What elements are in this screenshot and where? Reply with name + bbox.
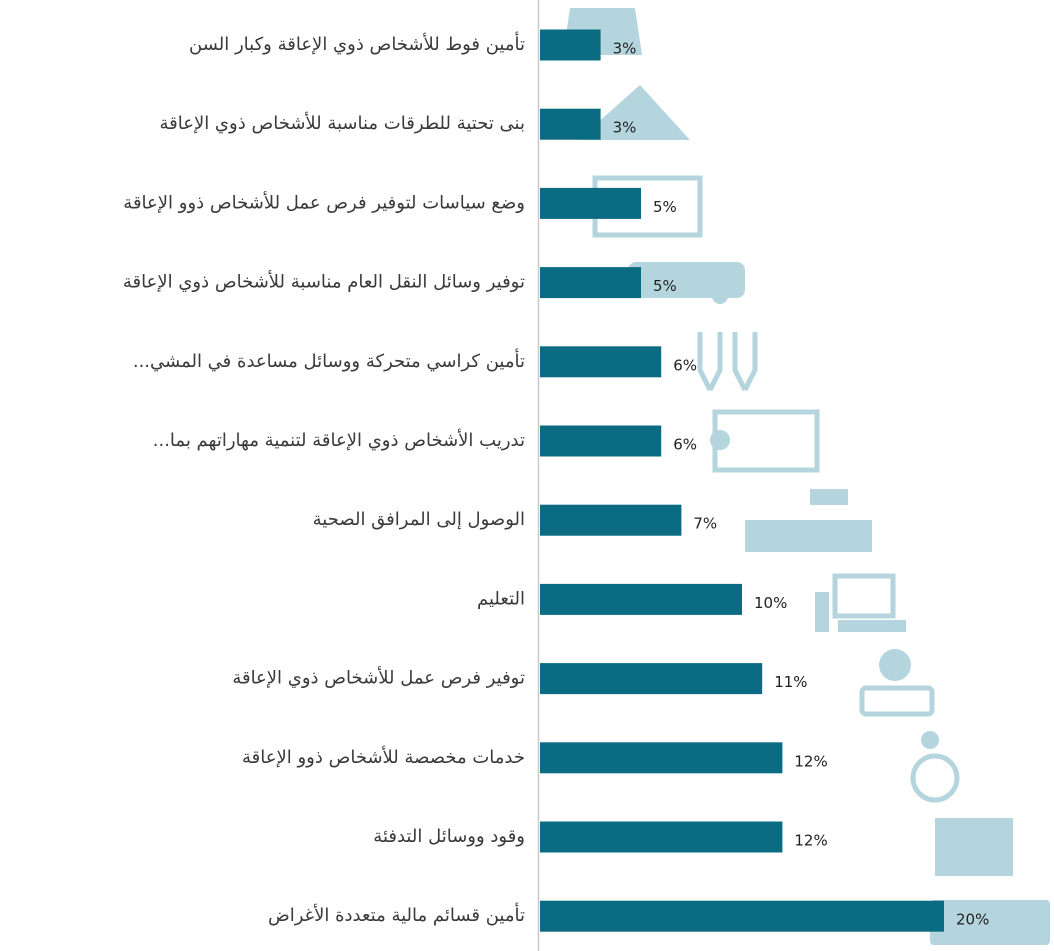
- icon: [710, 430, 730, 450]
- icon: [712, 409, 820, 473]
- category-label: تدريب الأشخاص ذوي الإعاقة لتنمية مهاراته…: [153, 429, 525, 451]
- bar: [540, 900, 944, 932]
- bar: [540, 346, 662, 378]
- category-label: التعليم: [477, 588, 525, 609]
- value-label: 3%: [613, 119, 637, 137]
- icon: [815, 592, 829, 632]
- icon: [921, 731, 939, 749]
- category-label: وقود ووسائل التدفئة: [373, 826, 525, 847]
- value-label: 11%: [774, 673, 807, 691]
- category-label: خدمات مخصصة للأشخاص ذوو الإعاقة: [242, 746, 525, 768]
- icon: [859, 685, 935, 717]
- category-label: تأمين قسائم مالية متعددة الأغراض: [268, 902, 525, 926]
- category-label: تأمين كراسي متحركة ووسائل مساعدة في المش…: [133, 348, 525, 372]
- category-label: وضع سياسات لتوفير فرص عمل للأشخاص ذوو ال…: [123, 191, 525, 213]
- icon: [832, 573, 896, 619]
- icon: [628, 262, 745, 298]
- bar: [540, 29, 601, 61]
- bar: [540, 187, 641, 219]
- category-label: توفير فرص عمل للأشخاص ذوي الإعاقة: [232, 667, 525, 689]
- icon: [879, 649, 911, 681]
- bar: [540, 504, 682, 536]
- icons: [563, 8, 1050, 945]
- category-label: الوصول إلى المرافق الصحية: [313, 509, 525, 530]
- bar: [540, 742, 783, 774]
- icon: [838, 620, 906, 632]
- icon: [712, 288, 728, 304]
- value-label: 5%: [653, 198, 677, 216]
- icon: [935, 818, 1013, 876]
- icon: [578, 85, 690, 140]
- value-label: 6%: [673, 356, 697, 374]
- bar: [540, 267, 641, 299]
- bar: [540, 583, 742, 615]
- value-label: 12%: [794, 752, 827, 770]
- bar: [540, 821, 783, 853]
- bar: [540, 663, 763, 695]
- icon: [745, 520, 872, 552]
- icon: [810, 489, 848, 505]
- value-label: 12%: [794, 832, 827, 850]
- icon: [930, 900, 1050, 945]
- category-label: بنى تحتية للطرقات مناسبة للأشخاص ذوي الإ…: [159, 112, 525, 134]
- value-label: 5%: [653, 277, 677, 295]
- category-label: توفير وسائل النقل العام مناسبة للأشخاص ذ…: [123, 271, 525, 293]
- value-label: 3%: [613, 40, 637, 58]
- value-label: 6%: [673, 436, 697, 454]
- value-label: 7%: [693, 515, 717, 533]
- icon: [910, 753, 960, 803]
- category-label: تأمين فوط للأشخاص ذوي الإعاقة وكبار السن: [189, 31, 525, 55]
- value-label: 20%: [956, 911, 989, 929]
- bar: [540, 425, 662, 457]
- bar: [540, 108, 601, 140]
- icon: [697, 332, 758, 392]
- value-label: 10%: [754, 594, 787, 612]
